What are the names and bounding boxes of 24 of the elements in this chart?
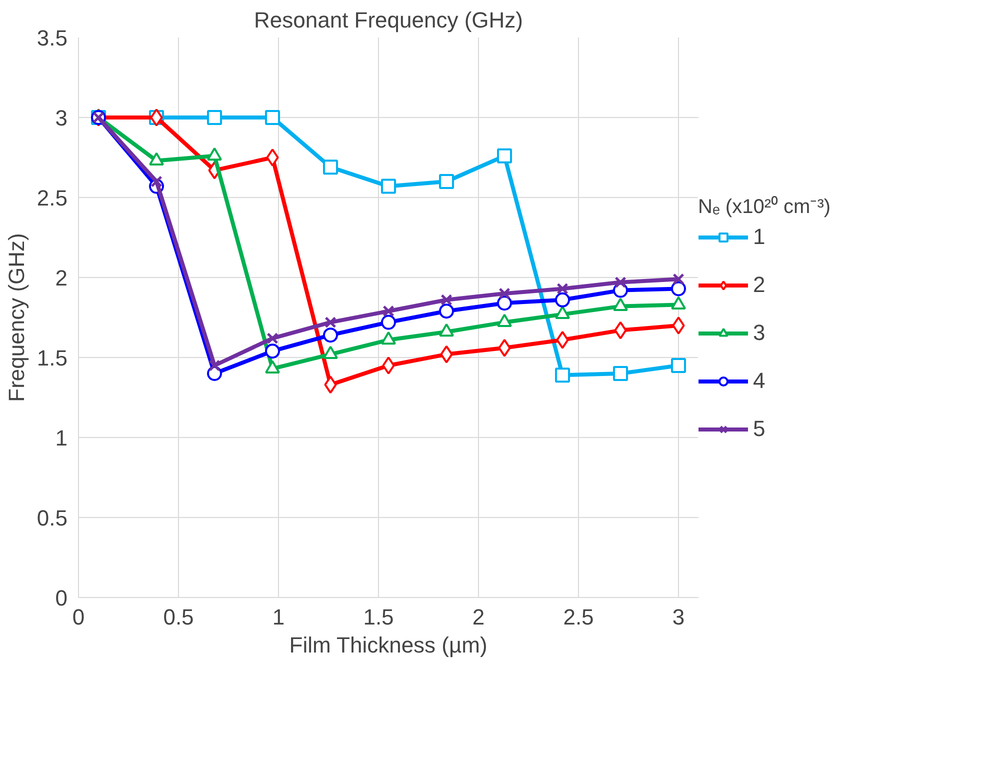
y-tick-label: 1 — [55, 426, 68, 450]
y-tick-label: 3.5 — [36, 26, 68, 50]
y-tick-label: 0.5 — [36, 506, 68, 530]
legend-label: 4 — [753, 368, 766, 394]
y-tick-label: 0 — [55, 586, 68, 610]
x-axis-title: Film Thickness (µm) — [289, 632, 488, 658]
y-tick-label: 3 — [55, 106, 68, 130]
x-tick-label: 1 — [272, 604, 285, 630]
legend-label: 5 — [753, 416, 766, 442]
legend-label: 1 — [753, 224, 766, 250]
x-tick-label: 1.5 — [363, 604, 394, 630]
y-tick-label: 2 — [55, 266, 68, 290]
legend-label: 2 — [753, 272, 766, 298]
y-tick-label: 1.5 — [36, 346, 68, 370]
y-axis-title: Frequency (GHz) — [4, 233, 29, 402]
x-tick-label: 2 — [472, 604, 485, 630]
chart-title: Resonant Frequency (GHz) — [254, 8, 523, 32]
x-tick-label: 0 — [72, 604, 85, 630]
x-tick-label: 3 — [672, 604, 685, 630]
x-tick-label: 0.5 — [163, 604, 194, 630]
legend-label: 3 — [753, 320, 766, 346]
x-tick-label: 2.5 — [563, 604, 594, 630]
y-tick-label: 2.5 — [36, 186, 68, 210]
legend-title: Nₑ (x10²⁰ cm⁻³) — [698, 195, 831, 219]
